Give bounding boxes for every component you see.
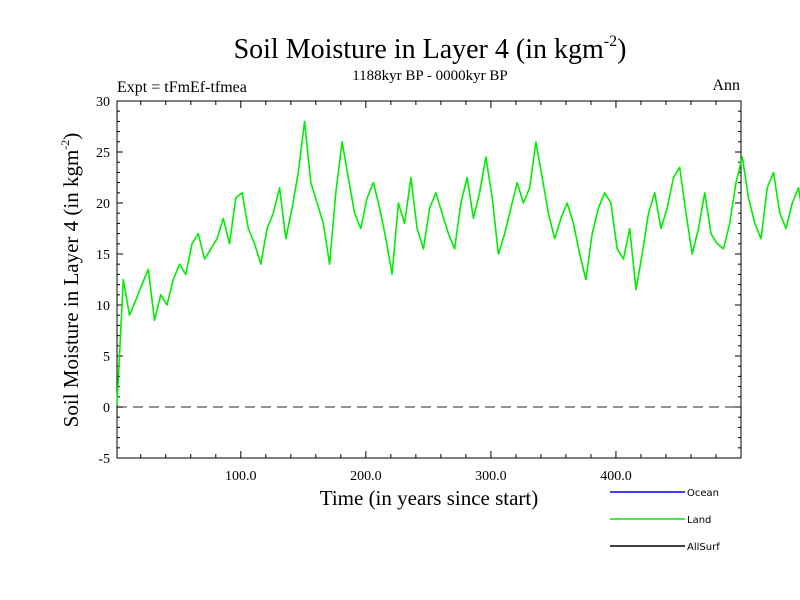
y-tick-label: 10 bbox=[96, 299, 110, 314]
plot-frame bbox=[116, 100, 742, 459]
y-axis-label-close: ) bbox=[59, 133, 83, 140]
x-axis: 100.0 200.0 300.0 400.0 bbox=[140, 101, 717, 484]
x-tick-label: 400.0 bbox=[600, 469, 632, 484]
x-axis-label: Time (in years since start) bbox=[320, 486, 539, 510]
legend-label-ocean: Ocean bbox=[687, 488, 719, 499]
series-line-land bbox=[116, 120, 800, 406]
y-tick-label: 30 bbox=[96, 95, 110, 110]
legend-label-land: Land bbox=[687, 515, 711, 526]
season-label: Ann bbox=[712, 77, 740, 94]
chart-title: Soil Moisture in Layer 4 (in kgm-2) bbox=[234, 33, 627, 65]
y-tick-label: -5 bbox=[98, 452, 110, 467]
chart-title-superscript: -2 bbox=[604, 33, 617, 50]
y-tick-label: 5 bbox=[103, 350, 110, 365]
experiment-label: Expt = tFmEf-tfmea bbox=[117, 79, 247, 96]
y-tick-label: 0 bbox=[103, 401, 110, 416]
x-tick-label: 300.0 bbox=[475, 469, 507, 484]
chart-title-close: ) bbox=[617, 34, 626, 65]
series-group bbox=[116, 120, 800, 406]
y-tick-label: 15 bbox=[96, 248, 110, 263]
y-axis-label-superscript: -2 bbox=[58, 140, 72, 150]
y-tick-label: 25 bbox=[96, 146, 110, 161]
x-tick-label: 200.0 bbox=[350, 469, 382, 484]
legend: Ocean Land AllSurf bbox=[610, 488, 720, 553]
y-tick-label: 20 bbox=[96, 197, 110, 212]
x-tick-label: 100.0 bbox=[225, 469, 257, 484]
chart-title-text: Soil Moisture in Layer 4 (in kgm bbox=[234, 34, 604, 65]
legend-label-allsurf: AllSurf bbox=[687, 542, 720, 553]
chart-subtitle: 1188kyr BP - 0000kyr BP bbox=[352, 68, 508, 84]
y-axis-label: Soil Moisture in Layer 4 (in kgm-2) bbox=[58, 133, 83, 428]
y-axis: -5 0 5 10 15 20 25 30 bbox=[96, 95, 741, 467]
y-axis-label-text: Soil Moisture in Layer 4 (in kgm bbox=[59, 150, 83, 428]
